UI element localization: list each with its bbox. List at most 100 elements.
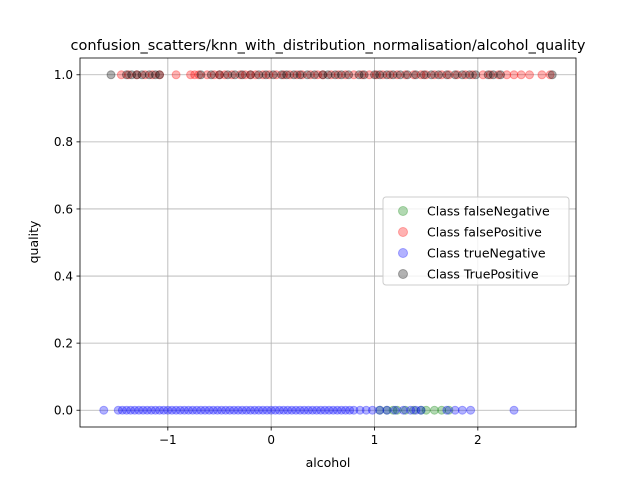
data-point-class-falsepositive [116, 70, 126, 80]
data-point-class-falsepositive [171, 70, 181, 80]
y-tick-label: 0.2 [54, 336, 73, 350]
data-point-class-truepositive [268, 70, 278, 80]
legend-label: Class falseNegative [427, 204, 550, 219]
data-point-class-falsepositive [478, 70, 488, 80]
data-point-class-truepositive [471, 70, 481, 80]
data-point-class-truenegative [466, 405, 476, 415]
data-point-class-truenegative [117, 405, 127, 415]
data-point-class-truenegative [332, 405, 342, 415]
data-point-class-truenegative [155, 405, 165, 415]
legend: Class falseNegative Class falsePositive Cl… [382, 196, 570, 286]
data-point-class-truenegative [411, 405, 421, 415]
data-point-class-falsepositive [285, 70, 295, 80]
data-point-class-truepositive [122, 70, 131, 80]
x-tick-label: 0 [267, 433, 275, 447]
data-point-class-truenegative [246, 405, 255, 415]
data-point-class-falsepositive [392, 70, 402, 80]
data-point-class-truepositive [370, 70, 379, 80]
data-point-class-truenegative [212, 405, 222, 415]
data-point-class-truepositive [196, 70, 206, 80]
data-point-class-falsepositive [227, 70, 237, 80]
data-point-class-falsenegative [429, 405, 439, 415]
legend-box [382, 196, 570, 286]
data-point-class-truenegative [163, 405, 173, 415]
data-point-class-truepositive [488, 70, 498, 80]
data-point-class-truenegative [450, 405, 460, 415]
data-point-class-truenegative [99, 405, 109, 415]
data-point-class-falsepositive [209, 70, 219, 80]
data-point-class-truepositive [434, 70, 444, 80]
data-point-class-truenegative [179, 405, 189, 415]
data-point-class-falsepositive [494, 70, 503, 80]
data-point-class-truepositive [336, 70, 346, 80]
y-tick-label: 0.6 [54, 202, 73, 216]
data-point-class-truenegative [361, 405, 371, 415]
data-point-class-falsenegative [375, 405, 385, 415]
y-tick-label: 1.0 [54, 68, 73, 82]
data-point-class-truepositive [223, 70, 233, 80]
grid [80, 58, 576, 427]
data-point-class-falsenegative [437, 405, 447, 415]
data-point-class-truenegative [316, 405, 326, 415]
legend-marker [398, 248, 408, 258]
data-point-class-truepositive [419, 70, 429, 80]
data-point-class-truenegative [274, 405, 284, 415]
data-point-class-truenegative [122, 405, 131, 415]
data-point-class-falsenegative [382, 405, 392, 415]
data-point-class-truepositive [330, 70, 340, 80]
data-point-class-truenegative [312, 405, 322, 415]
data-point-class-truepositive [483, 70, 493, 80]
data-point-class-falsepositive [357, 70, 367, 80]
data-point-class-truenegative [130, 405, 140, 415]
data-point-class-truepositive [289, 70, 299, 80]
data-point-class-falsepositive [378, 70, 388, 80]
data-point-class-falsepositive [190, 70, 200, 80]
data-point-class-truenegative [258, 405, 268, 415]
data-point-class-truenegative [509, 405, 519, 415]
data-point-class-truepositive [302, 70, 312, 80]
data-point-class-falsepositive [258, 70, 268, 80]
data-point-class-truepositive [395, 70, 405, 80]
data-point-class-falsepositive [132, 70, 142, 80]
data-point-class-falsepositive [452, 70, 462, 80]
data-point-class-falsepositive [220, 70, 230, 80]
data-point-class-truenegative [341, 405, 351, 415]
data-point-class-falsepositive [364, 70, 374, 80]
data-point-class-truenegative [159, 405, 169, 415]
data-point-class-truepositive [344, 70, 354, 80]
data-point-class-truepositive [496, 70, 506, 80]
data-point-class-truepositive [237, 70, 247, 80]
data-point-class-falsepositive [468, 70, 478, 80]
legend-label: Class trueNegative [427, 246, 546, 261]
x-tick-label: 1 [371, 433, 379, 447]
data-point-class-truenegative [221, 405, 231, 415]
data-point-class-falsepositive [140, 70, 150, 80]
y-tick-label: 0.0 [54, 404, 73, 418]
data-point-class-truenegative [279, 405, 289, 415]
data-point-class-truenegative [134, 405, 144, 415]
data-point-class-falsepositive [202, 70, 212, 80]
data-point-class-falsepositive [545, 70, 555, 80]
data-point-class-truenegative [142, 405, 152, 415]
data-point-class-falsepositive [326, 70, 336, 80]
data-point-class-falsepositive [194, 70, 204, 80]
data-point-class-falsepositive [460, 70, 470, 80]
data-point-class-truepositive [144, 70, 154, 80]
data-point-class-truenegative [345, 405, 355, 415]
data-point-class-truenegative [150, 405, 160, 415]
data-point-class-truenegative [192, 405, 202, 415]
data-point-class-truepositive [230, 70, 240, 80]
data-point-class-truepositive [137, 70, 147, 80]
data-point-class-falsepositive [485, 70, 495, 80]
data-point-class-truepositive [106, 70, 116, 80]
chart-title: confusion_scatters/knn_with_distribution… [71, 38, 586, 54]
data-point-class-truenegative [382, 405, 392, 415]
data-point-class-truenegative [138, 405, 148, 415]
data-point-class-truenegative [225, 405, 235, 415]
legend-label: Class falsePositive [427, 225, 542, 240]
data-point-class-falsepositive [186, 70, 196, 80]
data-point-class-truenegative [167, 405, 177, 415]
data-point-class-truenegative [184, 405, 193, 415]
data-point-class-falsepositive [264, 70, 274, 80]
